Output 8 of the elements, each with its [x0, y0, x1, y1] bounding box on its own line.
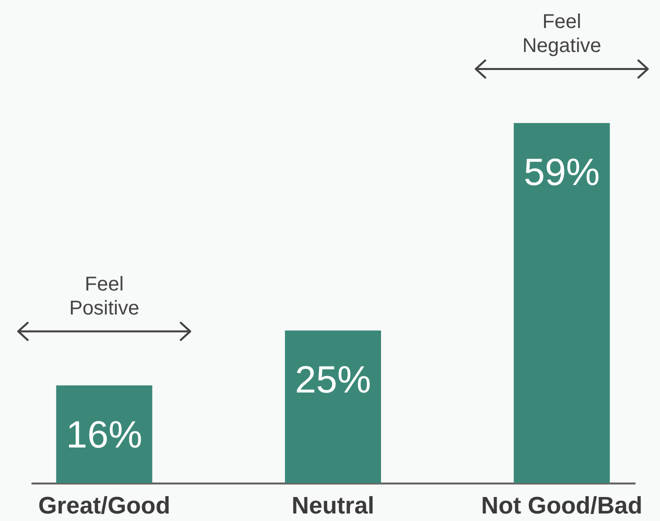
annotation: Feel Positive: [69, 273, 140, 320]
x-tick-label: Neutral: [292, 492, 374, 520]
data-label: 16%: [66, 414, 142, 456]
x-tick-label: Not Good/Bad: [481, 492, 642, 520]
data-label: 25%: [294, 359, 372, 402]
x-tick-label: Great/Good: [38, 492, 170, 520]
text: Feel Negative: [522, 11, 602, 57]
data-label: 59%: [524, 152, 600, 194]
